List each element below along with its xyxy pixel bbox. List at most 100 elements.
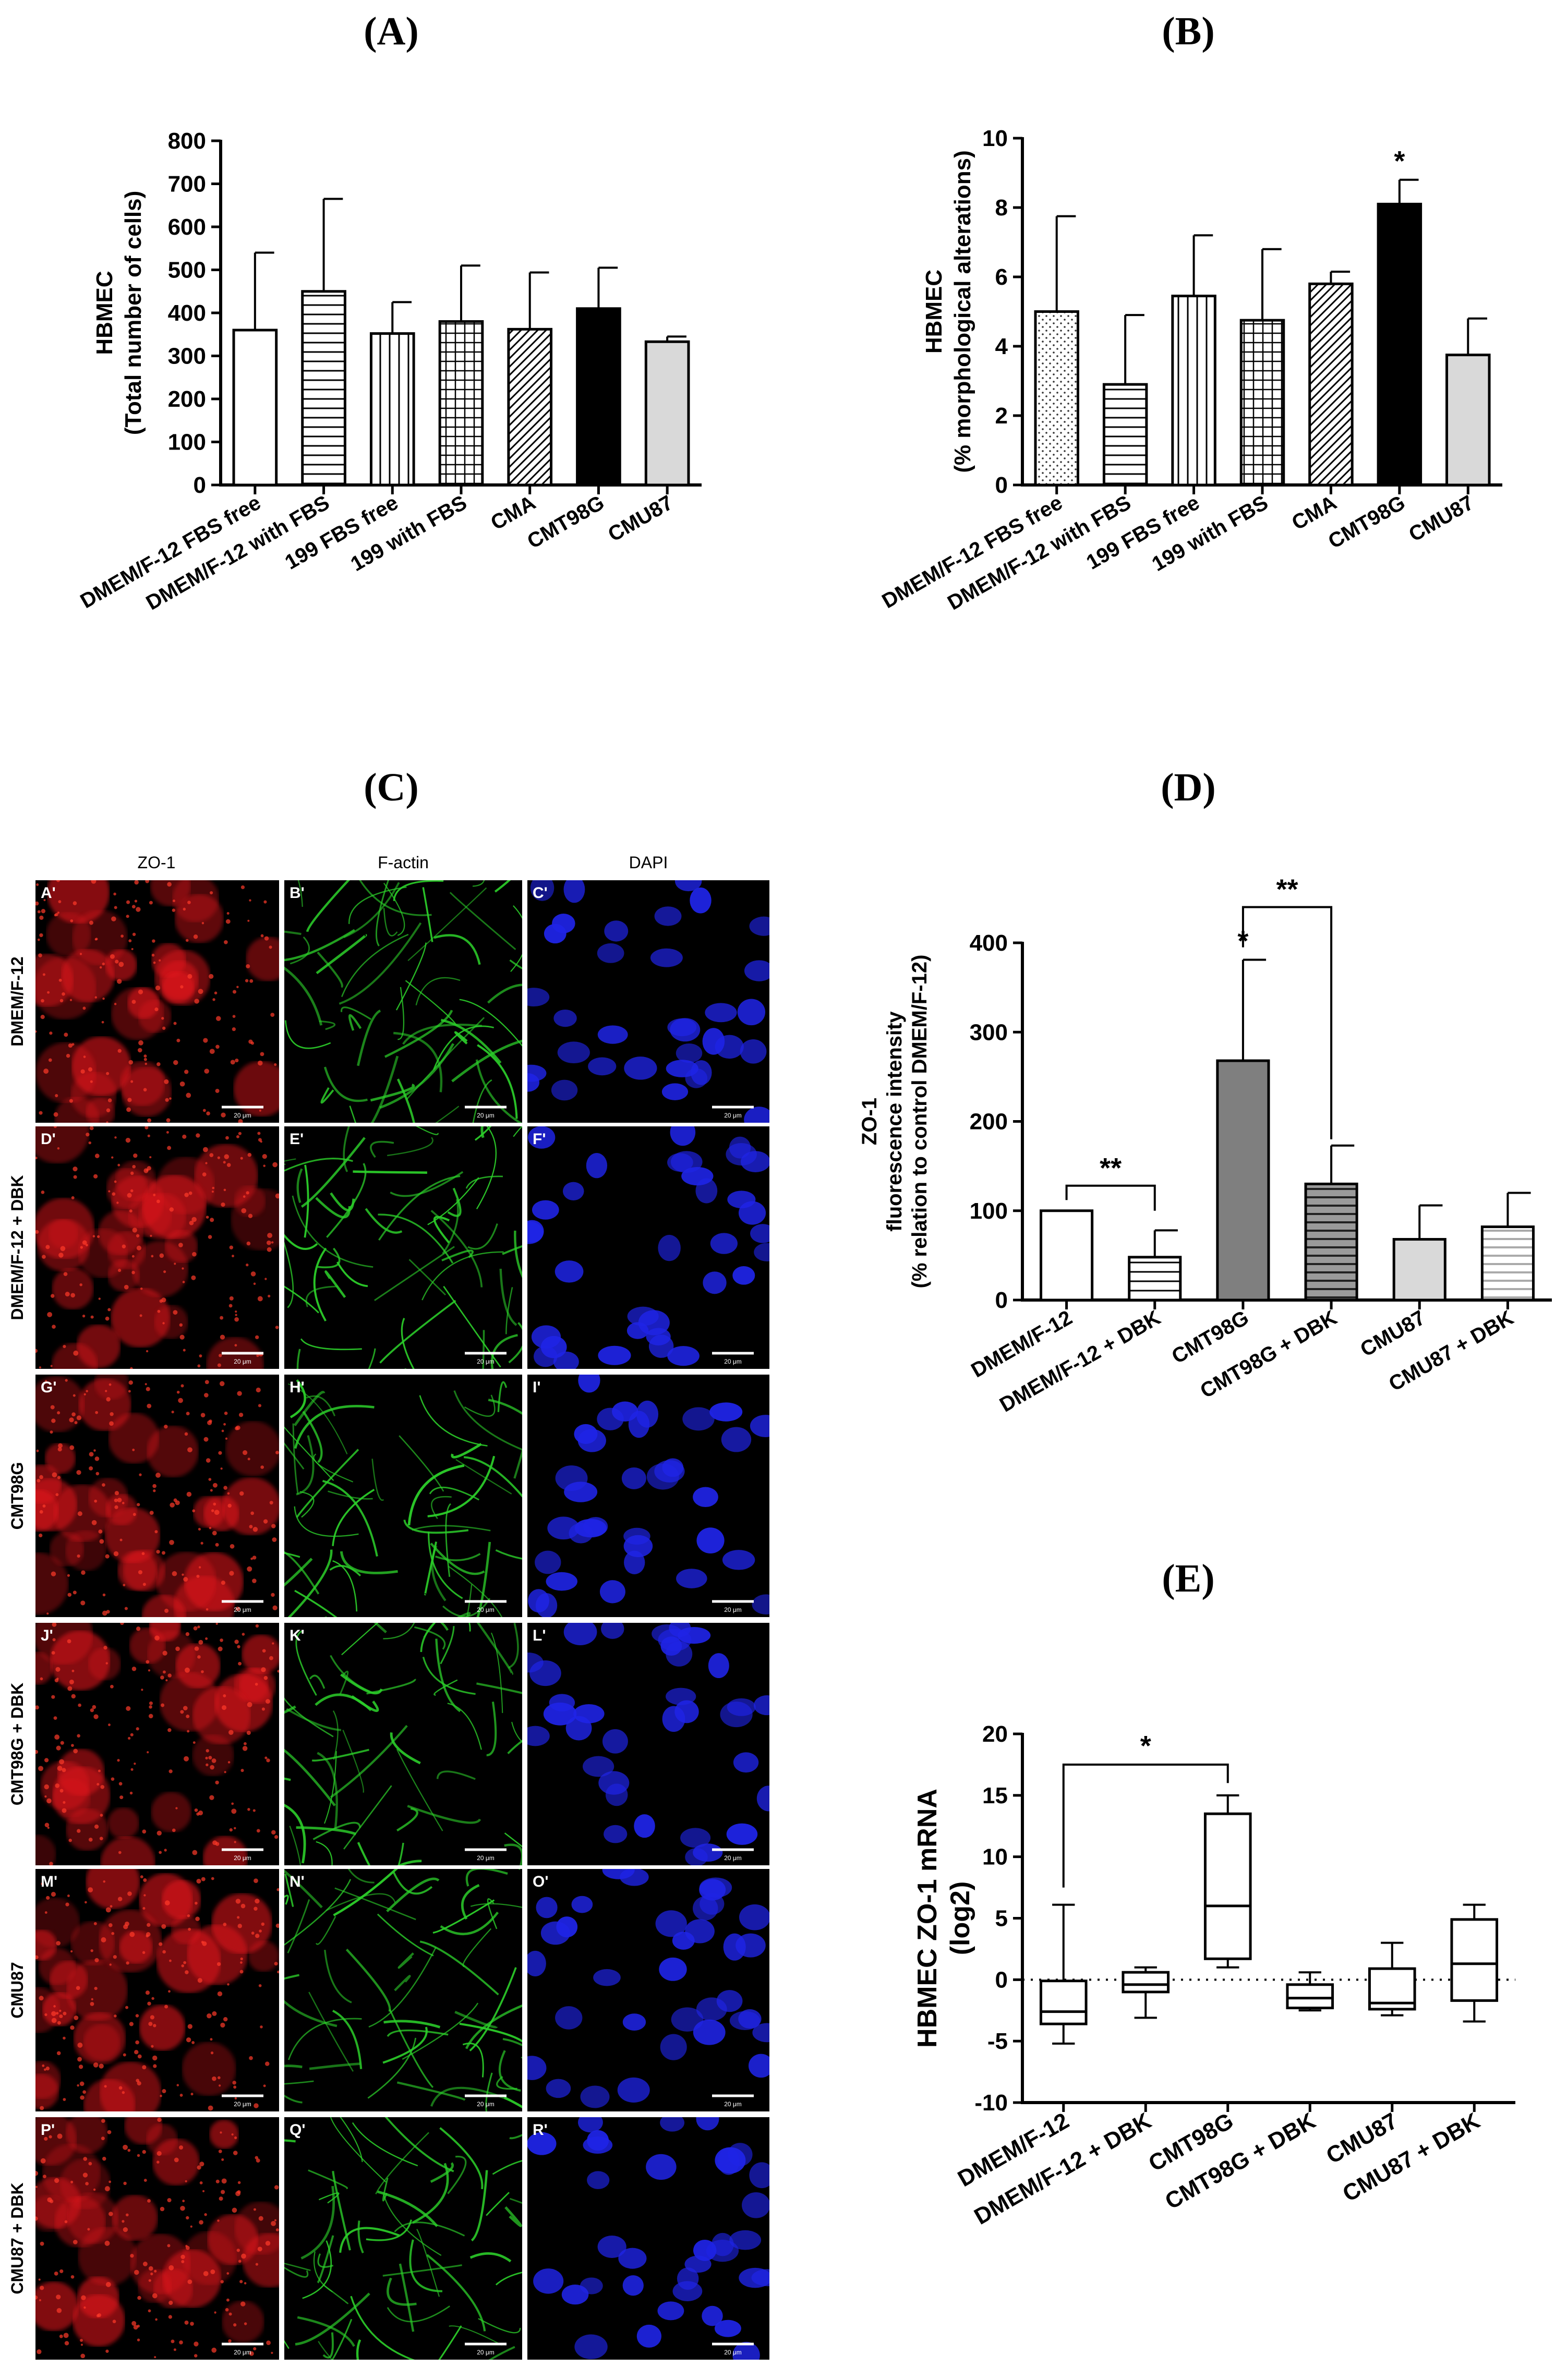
speckle bbox=[196, 1812, 200, 1816]
speckle bbox=[63, 2333, 69, 2338]
fiber bbox=[284, 1697, 334, 1738]
speckle bbox=[254, 1878, 258, 1883]
nucleus bbox=[667, 1018, 697, 1037]
speckle bbox=[149, 1701, 153, 1705]
speckle bbox=[173, 1022, 177, 1025]
y-tick-label: 700 bbox=[168, 172, 206, 197]
speckle bbox=[122, 2091, 125, 2094]
speckle bbox=[183, 1706, 188, 1710]
scale-bar-label: 20 μm bbox=[234, 1358, 251, 1365]
fiber bbox=[284, 1242, 294, 1308]
nucleus bbox=[530, 880, 555, 901]
fiber bbox=[292, 1423, 299, 1495]
fiber bbox=[383, 2020, 441, 2029]
speckle bbox=[91, 1998, 93, 2000]
speckle bbox=[247, 1458, 250, 1461]
speckle bbox=[206, 1216, 209, 1219]
speckle bbox=[154, 1530, 158, 1534]
nucleus bbox=[722, 1550, 755, 1570]
nucleus bbox=[705, 1003, 737, 1023]
speckle bbox=[147, 2001, 151, 2006]
speckle bbox=[83, 2306, 86, 2309]
cell-mark bbox=[147, 1425, 199, 1478]
fiber bbox=[383, 1623, 415, 1640]
speckle bbox=[255, 1335, 259, 1340]
fiber bbox=[461, 1884, 480, 1920]
fiber bbox=[296, 1826, 357, 1836]
speckle bbox=[80, 1246, 83, 1249]
speckle bbox=[264, 1278, 267, 1280]
fiber bbox=[356, 2339, 361, 2360]
speckle bbox=[168, 1769, 173, 1774]
fiber bbox=[313, 1247, 327, 1322]
speckle bbox=[206, 1763, 209, 1767]
speckle bbox=[94, 1958, 99, 1962]
nucleus bbox=[551, 1079, 578, 1101]
fiber bbox=[402, 1024, 483, 1045]
speckle bbox=[203, 1038, 208, 1043]
scale-bar-label: 20 μm bbox=[234, 1112, 251, 1119]
nucleus bbox=[715, 1035, 744, 1059]
speckle bbox=[238, 2260, 242, 2263]
speckle bbox=[142, 2065, 147, 2070]
speckle bbox=[102, 1610, 107, 1616]
fiber bbox=[387, 2029, 449, 2037]
speckle bbox=[212, 2076, 216, 2081]
fiber bbox=[306, 880, 350, 932]
fiber bbox=[339, 2227, 400, 2253]
fiber bbox=[366, 2219, 413, 2241]
y-tick-label: 0 bbox=[995, 472, 1008, 498]
speckle bbox=[229, 1245, 234, 1249]
fiber bbox=[499, 1269, 517, 1326]
speckle bbox=[217, 1156, 221, 1159]
speckle bbox=[220, 2022, 225, 2028]
speckle bbox=[129, 2022, 134, 2026]
fiber bbox=[403, 1520, 469, 1534]
nucleus bbox=[660, 2117, 685, 2132]
y-tick-label: 300 bbox=[168, 344, 206, 369]
speckle bbox=[58, 978, 62, 982]
box bbox=[1450, 1918, 1499, 2002]
x-tick-label: CMU87 bbox=[1356, 1306, 1429, 1362]
speckle bbox=[180, 2254, 185, 2260]
speckle bbox=[89, 1466, 93, 1471]
fiber bbox=[284, 1020, 331, 1049]
fiber bbox=[375, 880, 390, 946]
speckle bbox=[139, 1314, 142, 1317]
speckle bbox=[275, 1923, 279, 1928]
nucleus bbox=[702, 2305, 723, 2326]
speckle bbox=[174, 2157, 179, 2163]
speckle bbox=[140, 1288, 143, 1290]
speckle bbox=[130, 1171, 134, 1175]
speckle bbox=[203, 1147, 208, 1152]
cell-mark bbox=[122, 1066, 172, 1117]
fiber bbox=[347, 1869, 375, 1884]
nucleus bbox=[727, 2143, 753, 2167]
bar bbox=[232, 329, 278, 487]
nucleus bbox=[739, 2267, 769, 2288]
fiber bbox=[309, 1674, 326, 1689]
speckle bbox=[77, 2042, 83, 2048]
speckle bbox=[130, 1367, 133, 1369]
image-tile: J'20 μm bbox=[35, 1623, 279, 1865]
fiber bbox=[397, 1860, 422, 1865]
speckle bbox=[43, 898, 46, 902]
fiber bbox=[494, 880, 511, 893]
speckle bbox=[94, 996, 97, 999]
fiber bbox=[284, 1777, 291, 1781]
speckle bbox=[93, 1922, 97, 1925]
fiber bbox=[396, 2081, 466, 2101]
nucleus bbox=[685, 1068, 708, 1088]
speckle bbox=[271, 1593, 275, 1597]
speckle bbox=[243, 1450, 248, 1455]
speckle bbox=[131, 1666, 137, 1671]
speckle bbox=[274, 1063, 277, 1066]
cell-mark bbox=[111, 987, 164, 1040]
speckle bbox=[97, 1235, 100, 1238]
x-tick-label: 199 with FBS bbox=[347, 491, 471, 576]
nucleus bbox=[652, 1624, 682, 1643]
fiber bbox=[440, 1018, 502, 1064]
speckle bbox=[183, 1961, 187, 1964]
fiber bbox=[300, 1338, 362, 1351]
